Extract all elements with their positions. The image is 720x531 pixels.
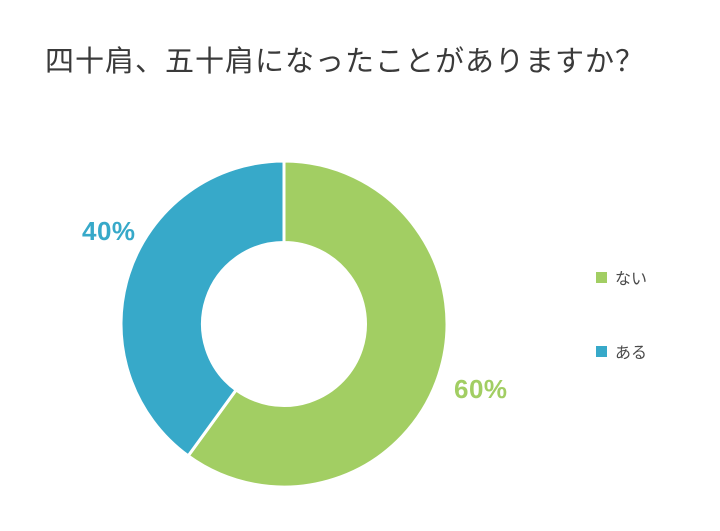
donut-svg — [119, 159, 449, 489]
legend-swatch-aru — [596, 345, 607, 357]
slice-label-aru: 40% — [82, 216, 136, 246]
donut-chart — [119, 159, 449, 489]
legend-item-aru: ある — [596, 339, 647, 363]
slice-label-nai: 60% — [454, 374, 508, 404]
chart-title: 四十肩、五十肩になったことがありますか？ — [45, 46, 646, 78]
donut-slice-ある — [119, 159, 286, 458]
legend: ない ある — [596, 265, 647, 363]
donut-slice-ない — [186, 159, 449, 489]
legend-label-aru: ある — [615, 345, 648, 362]
legend-label-nai: ない — [615, 271, 648, 288]
legend-swatch-nai — [596, 271, 607, 283]
legend-item-nai: ない — [596, 265, 647, 289]
